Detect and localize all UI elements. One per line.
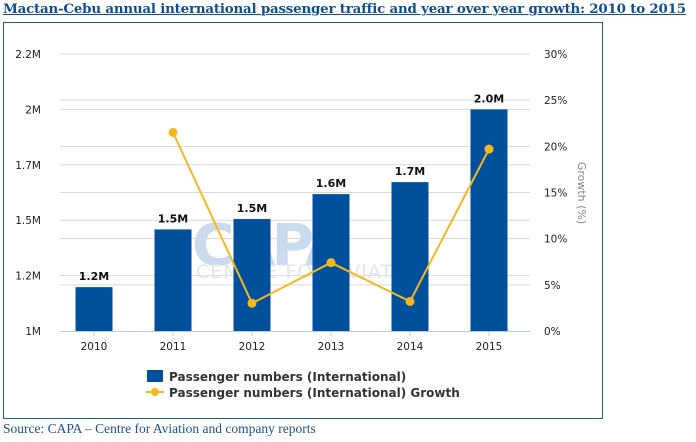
left-tick-label: 1.5M bbox=[15, 215, 41, 227]
legend-label-growth: Passenger numbers (International) Growth bbox=[169, 386, 460, 400]
right-tick-label: 0% bbox=[544, 326, 561, 338]
x-tick-label: 2011 bbox=[160, 341, 187, 353]
bar-data-label: 2.0M bbox=[474, 92, 504, 105]
left-axis-ticks: 1M 1.2M 1.5M 1.7M 2M 2.2M bbox=[15, 49, 41, 338]
growth-point bbox=[247, 298, 257, 308]
left-tick-label: 1.7M bbox=[15, 160, 41, 172]
right-gridlines bbox=[60, 53, 530, 286]
right-tick-label: 20% bbox=[544, 141, 567, 153]
bar bbox=[75, 287, 113, 331]
bar-data-label: 1.5M bbox=[237, 202, 267, 215]
bar-data-label: 1.6M bbox=[316, 177, 346, 190]
bar bbox=[154, 229, 192, 331]
right-tick-label: 30% bbox=[544, 49, 567, 61]
bar bbox=[391, 182, 429, 331]
bar-data-labels: 1.2M 1.5M 1.5M 1.6M 1.7M 2.0M bbox=[79, 92, 504, 283]
growth-point bbox=[484, 144, 494, 154]
right-tick-label: 15% bbox=[544, 188, 567, 200]
left-tick-label: 2M bbox=[25, 104, 41, 116]
right-tick-label: 25% bbox=[544, 95, 567, 107]
source-note: Source: CAPA – Centre for Aviation and c… bbox=[3, 421, 316, 436]
growth-point bbox=[168, 127, 178, 137]
x-tick-label: 2013 bbox=[318, 341, 345, 353]
left-tick-label: 1.2M bbox=[15, 271, 41, 283]
growth-point bbox=[405, 296, 415, 306]
growth-line-series bbox=[168, 127, 494, 308]
right-tick-label: 10% bbox=[544, 234, 567, 246]
legend-marker-dot bbox=[151, 388, 159, 396]
chart-title: Mactan-Cebu annual international passeng… bbox=[3, 1, 686, 17]
x-tick-label: 2014 bbox=[397, 341, 424, 353]
left-gridlines bbox=[60, 53, 530, 277]
bar-data-label: 1.5M bbox=[158, 212, 188, 225]
x-axis: 2010 2011 2012 2013 2014 2015 bbox=[60, 331, 530, 353]
left-tick-label: 2.2M bbox=[15, 49, 41, 61]
legend-label-passengers: Passenger numbers (International) bbox=[169, 370, 406, 384]
x-tick-label: 2015 bbox=[476, 341, 503, 353]
legend-marker-bar bbox=[147, 370, 163, 382]
bar-data-label: 1.7M bbox=[395, 165, 425, 178]
left-tick-label: 1M bbox=[25, 326, 41, 338]
growth-point bbox=[326, 258, 336, 268]
x-tick-label: 2012 bbox=[239, 341, 266, 353]
chart-frame bbox=[3, 22, 603, 419]
right-axis-title: Growth (%) bbox=[575, 162, 588, 224]
legend: Passenger numbers (International) Passen… bbox=[146, 370, 460, 400]
bar-series bbox=[75, 109, 508, 332]
bar-data-label: 1.2M bbox=[79, 270, 109, 283]
bar bbox=[470, 109, 508, 332]
right-tick-label: 5% bbox=[544, 280, 561, 292]
right-axis-ticks: 0% 5% 10% 15% 20% 25% 30% bbox=[544, 49, 567, 338]
x-tick-label: 2010 bbox=[81, 341, 108, 353]
